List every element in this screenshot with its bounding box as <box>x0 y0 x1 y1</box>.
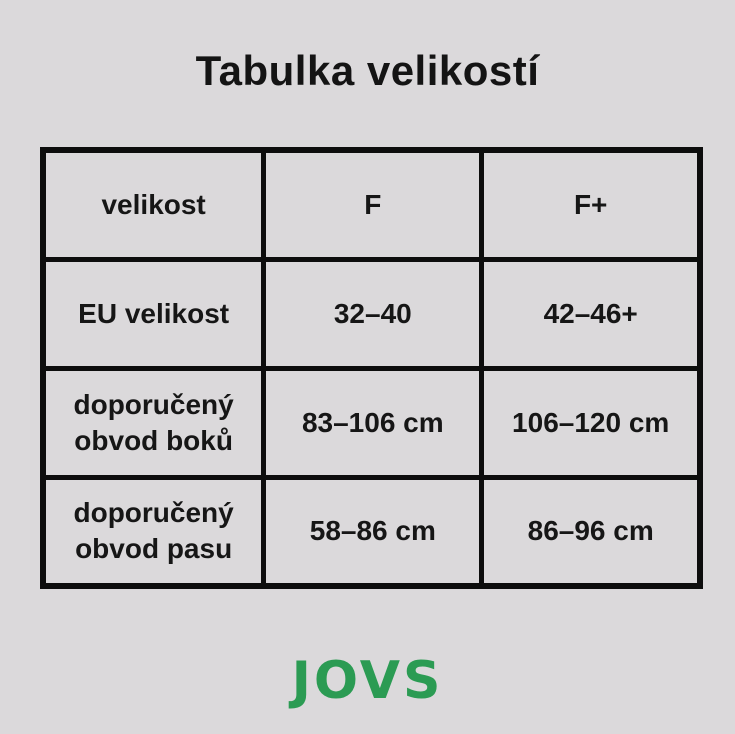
header-cell-size-f-plus: F+ <box>479 147 703 262</box>
header-cell-size-f: F <box>261 147 485 262</box>
cell-eu-size-f-plus: 42–46+ <box>479 256 703 371</box>
row-label-waist-circumference: doporučený obvod pasu <box>40 474 267 589</box>
cell-waist-circumference-f: 58–86 cm <box>261 474 485 589</box>
size-table: velikost F F+ EU velikost 32–40 42–46+ d… <box>40 147 703 589</box>
table-row-waist-circumference: doporučený obvod pasu 58–86 cm 86–96 cm <box>40 474 703 589</box>
cell-waist-circumference-f-plus: 86–96 cm <box>479 474 703 589</box>
table-row-eu-size: EU velikost 32–40 42–46+ <box>40 256 703 371</box>
row-label-eu-size: EU velikost <box>40 256 267 371</box>
table-row-hip-circumference: doporučený obvod boků 83–106 cm 106–120 … <box>40 365 703 480</box>
page-title: Tabulka velikostí <box>195 47 540 94</box>
cell-hip-circumference-f-plus: 106–120 cm <box>479 365 703 480</box>
table-header-row: velikost F F+ <box>40 147 703 262</box>
header-cell-size-label: velikost <box>40 147 267 262</box>
cell-eu-size-f: 32–40 <box>261 256 485 371</box>
cell-hip-circumference-f: 83–106 cm <box>261 365 485 480</box>
row-label-hip-circumference: doporučený obvod boků <box>40 365 267 480</box>
jovs-logo: JOVS <box>291 651 444 711</box>
